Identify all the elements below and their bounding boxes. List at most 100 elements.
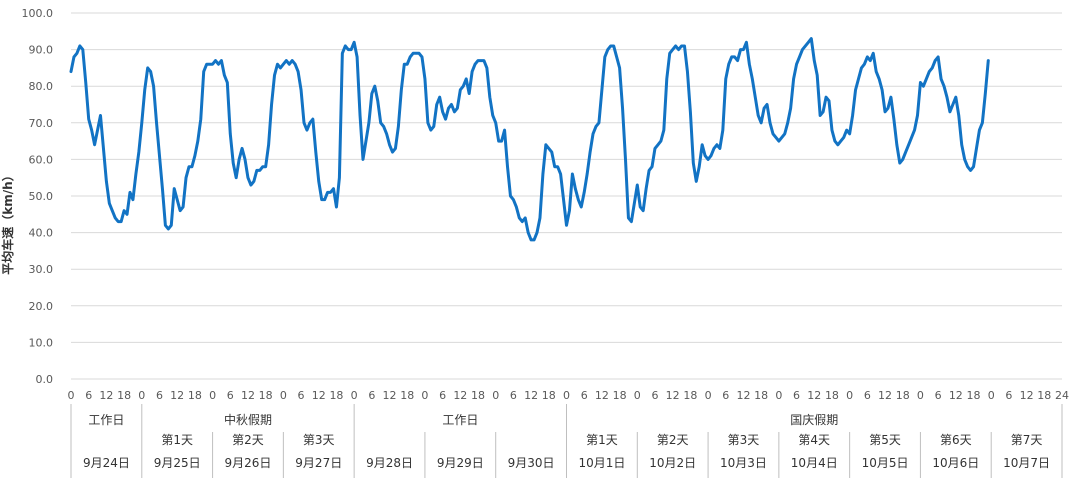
category-date-label: 10月3日 <box>720 456 767 470</box>
category-day-label: 第7天 <box>1011 433 1043 447</box>
x-tick-label: 6 <box>1005 389 1012 402</box>
x-tick-label: 18 <box>613 389 627 402</box>
x-tick-label: 0 <box>846 389 853 402</box>
y-tick-label: 40.0 <box>29 227 54 240</box>
x-tick-label: 12 <box>807 389 821 402</box>
category-date-label: 9月29日 <box>437 456 484 470</box>
category-date-label: 9月27日 <box>295 456 342 470</box>
category-group-label: 工作日 <box>88 413 124 427</box>
x-tick-label: 0 <box>492 389 499 402</box>
category-date-label: 9月25日 <box>154 456 201 470</box>
category-day-label: 第3天 <box>728 433 760 447</box>
category-date-label: 10月7日 <box>1003 456 1050 470</box>
category-group-label: 中秋假期 <box>224 412 272 427</box>
x-tick-label: 0 <box>917 389 924 402</box>
y-tick-label: 20.0 <box>29 300 54 313</box>
x-tick-label: 12 <box>241 389 255 402</box>
category-day-label: 第1天 <box>161 433 193 447</box>
x-tick-label: 12 <box>1020 389 1034 402</box>
category-day-label: 第4天 <box>798 433 830 447</box>
x-tick-label: 6 <box>298 389 305 402</box>
y-tick-label: 70.0 <box>29 117 54 130</box>
category-date-label: 10月6日 <box>932 456 979 470</box>
y-tick-label: 50.0 <box>29 190 54 203</box>
x-tick-label: 24 <box>1055 389 1069 402</box>
x-tick-label: 6 <box>864 389 871 402</box>
x-tick-label: 0 <box>634 389 641 402</box>
x-tick-label: 18 <box>967 389 981 402</box>
category-hierarchy: 工作日 中秋假期 工作日 国庆假期 9月24日 第1天 9月25日 第2天 9月26日 第3天 9月… <box>70 404 1063 478</box>
x-tick-label: 0 <box>563 389 570 402</box>
category-date-label: 10月1日 <box>578 456 625 470</box>
x-tick-label: 18 <box>683 389 697 402</box>
x-tick-label: 0 <box>209 389 216 402</box>
x-tick-label: 6 <box>156 389 163 402</box>
category-day-label: 第2天 <box>232 433 264 447</box>
category-day-label: 第6天 <box>940 433 972 447</box>
y-tick-label: 90.0 <box>29 44 54 57</box>
x-tick-label: 0 <box>138 389 145 402</box>
x-tick-label: 6 <box>510 389 517 402</box>
x-tick-label: 18 <box>896 389 910 402</box>
x-tick-label: 0 <box>351 389 358 402</box>
x-tick-label: 6 <box>227 389 234 402</box>
x-tick-label: 18 <box>188 389 202 402</box>
x-tick-label: 0 <box>775 389 782 402</box>
x-tick-label: 6 <box>581 389 588 402</box>
x-tick-label: 18 <box>329 389 343 402</box>
x-tick-label: 12 <box>383 389 397 402</box>
category-date-label: 9月30日 <box>508 456 555 470</box>
x-tick-label: 12 <box>312 389 326 402</box>
category-date-label: 9月28日 <box>366 456 413 470</box>
x-tick-label: 12 <box>170 389 184 402</box>
category-date-label: 9月24日 <box>83 456 130 470</box>
x-tick-label: 18 <box>1037 389 1051 402</box>
category-day-label: 第1天 <box>586 433 618 447</box>
y-axis-ticks: 0.0 10.0 20.0 30.0 40.0 50.0 60.0 70.0 80.0 90.0 1… <box>22 7 54 386</box>
y-tick-label: 80.0 <box>29 80 54 93</box>
x-tick-label: 6 <box>793 389 800 402</box>
category-date-label: 9月26日 <box>225 456 272 470</box>
x-tick-label: 0 <box>280 389 287 402</box>
category-date-label: 10月4日 <box>791 456 838 470</box>
x-axis: 0 6 12 18 0 6 12 18 0 6 12 18 0 6 12 18 0 6 12 18 0 6 12 18 0 6 12… <box>68 389 1070 402</box>
y-tick-label: 60.0 <box>29 153 54 166</box>
category-date-label: 10月2日 <box>649 456 696 470</box>
x-tick-label: 6 <box>722 389 729 402</box>
x-tick-label: 0 <box>988 389 995 402</box>
series-line <box>69 37 990 242</box>
x-tick-label: 18 <box>117 389 131 402</box>
x-tick-label: 12 <box>949 389 963 402</box>
x-tick-label: 6 <box>439 389 446 402</box>
x-tick-label: 0 <box>68 389 75 402</box>
x-tick-label: 12 <box>666 389 680 402</box>
x-tick-label: 0 <box>705 389 712 402</box>
category-group-label: 工作日 <box>442 413 478 427</box>
x-tick-label: 18 <box>259 389 273 402</box>
x-tick-label: 12 <box>453 389 467 402</box>
x-tick-label: 6 <box>368 389 375 402</box>
x-tick-label: 12 <box>878 389 892 402</box>
x-tick-label: 0 <box>421 389 428 402</box>
x-tick-label: 18 <box>754 389 768 402</box>
y-tick-label: 10.0 <box>29 336 54 349</box>
y-tick-label: 100.0 <box>22 7 54 20</box>
x-tick-label: 6 <box>651 389 658 402</box>
x-tick-label: 18 <box>825 389 839 402</box>
y-axis-label: 平均车速（km/h） <box>0 169 15 274</box>
x-tick-label: 12 <box>99 389 113 402</box>
x-tick-label: 6 <box>935 389 942 402</box>
category-day-label: 第5天 <box>869 433 901 447</box>
series-layer <box>69 37 990 242</box>
category-day-label: 第3天 <box>303 433 335 447</box>
gridlines <box>71 12 1062 380</box>
y-tick-label: 0.0 <box>36 373 54 386</box>
x-tick-label: 12 <box>736 389 750 402</box>
x-tick-label: 6 <box>85 389 92 402</box>
x-tick-label: 12 <box>595 389 609 402</box>
category-day-label: 第2天 <box>657 433 689 447</box>
x-tick-label: 18 <box>400 389 414 402</box>
category-date-label: 10月5日 <box>862 456 909 470</box>
category-group-label: 国庆假期 <box>790 413 838 427</box>
